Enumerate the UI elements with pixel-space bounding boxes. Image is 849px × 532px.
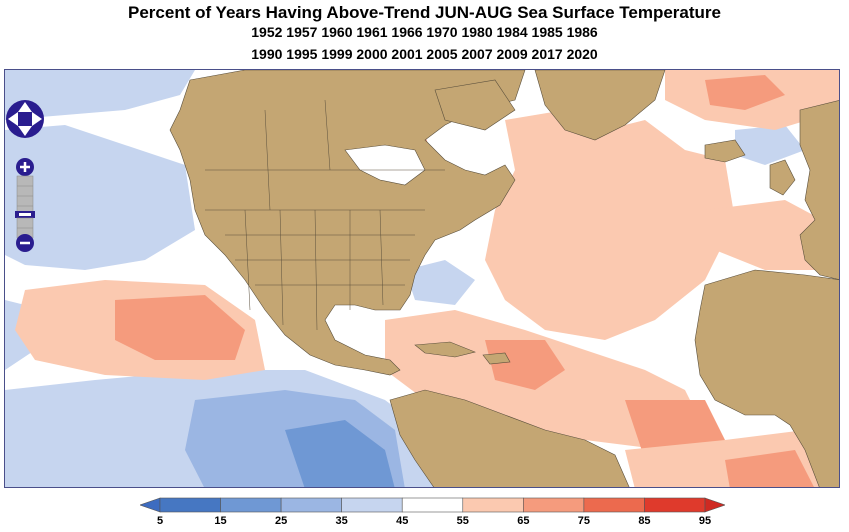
colorbar-tick-label: 5: [156, 515, 164, 527]
hudson-bay: [344, 144, 426, 186]
colorbar-over-arrow: [704, 497, 725, 513]
pan-arrows-icon[interactable]: [6, 100, 44, 138]
colorbar-tick-label: 35: [335, 515, 348, 527]
colorbar-tick-label: 65: [517, 515, 530, 527]
colorbar-swatch: [159, 497, 221, 513]
pan-up-icon[interactable]: [18, 102, 32, 112]
years-list-line-1: 1952 1957 1960 1961 1966 1970 1980 1984 …: [251, 24, 598, 40]
landmass-british-isles: [769, 159, 796, 196]
warm-patch-northeast-pacific-core: [115, 295, 245, 360]
zoom-slider[interactable]: [15, 175, 35, 239]
colorbar-swatch: [583, 497, 645, 513]
landmass-iceland: [704, 139, 746, 163]
colorbar-tick-label: 55: [456, 515, 469, 527]
sst-map[interactable]: [4, 69, 840, 488]
colorbar-swatches: [140, 497, 725, 513]
landmass-baffin: [434, 79, 516, 131]
warm-patch-caribbean-core: [485, 340, 565, 390]
colorbar-swatch: [280, 497, 342, 513]
warm-patch-north-atlantic-1: [485, 110, 735, 340]
sst-map-canvas[interactable]: [5, 70, 840, 488]
warm-patch-north-atlantic-core: [705, 75, 785, 110]
colorbar-swatch: [220, 497, 282, 513]
pan-right-icon[interactable]: [32, 112, 42, 126]
colorbar-swatch: [462, 497, 524, 513]
zoom-out-button[interactable]: [16, 234, 34, 252]
colorbar-swatch: [401, 497, 464, 513]
cool-patch-north-atlantic: [735, 125, 805, 165]
colorbar-tick-label: 25: [274, 515, 288, 527]
zoom-in-button[interactable]: [16, 158, 34, 176]
colorbar-swatch: [644, 497, 706, 513]
colorbar-tick-label: 45: [396, 515, 409, 527]
landmass-africa: [694, 269, 839, 487]
land: [169, 70, 839, 487]
landmass-hispaniola: [482, 352, 511, 365]
cool-patch-northwest: [5, 70, 195, 120]
landmass-europe: [799, 100, 839, 280]
landmass-greenland: [534, 70, 666, 141]
colorbar-tick-label: 85: [638, 515, 651, 527]
colorbar-swatch: [341, 497, 403, 513]
cool-patch-gulf-alaska: [5, 125, 195, 270]
colorbar-tick-label: 15: [214, 515, 227, 527]
landmass-south-america: [389, 389, 630, 487]
landmass-cuba: [414, 341, 476, 358]
pan-down-icon[interactable]: [18, 126, 32, 136]
years-list-line-2: 1990 1995 1999 2000 2001 2005 2007 2009 …: [251, 46, 598, 62]
political-borders: [205, 99, 445, 331]
colorbar-swatch: [523, 497, 585, 513]
colorbar-legend: 5 15 25 35 45 55 65 75 85 95: [140, 496, 725, 532]
landmass-north-america: [169, 70, 526, 376]
colorbar-under-arrow: [140, 497, 161, 513]
anomaly-patches: [5, 70, 839, 487]
plus-icon: [20, 162, 30, 172]
colorbar-tick-label: 95: [698, 515, 712, 527]
map-title: Percent of Years Having Above-Trend JUN-…: [128, 3, 721, 22]
pan-left-icon[interactable]: [8, 112, 18, 126]
colorbar-tick-label: 75: [577, 515, 590, 527]
cool-patch-atlantic-1: [405, 260, 475, 305]
warm-patch-south-atlantic-core: [725, 450, 814, 487]
map-navigation-control[interactable]: [5, 94, 45, 254]
cool-patch-south-pacific-deep: [285, 420, 395, 487]
